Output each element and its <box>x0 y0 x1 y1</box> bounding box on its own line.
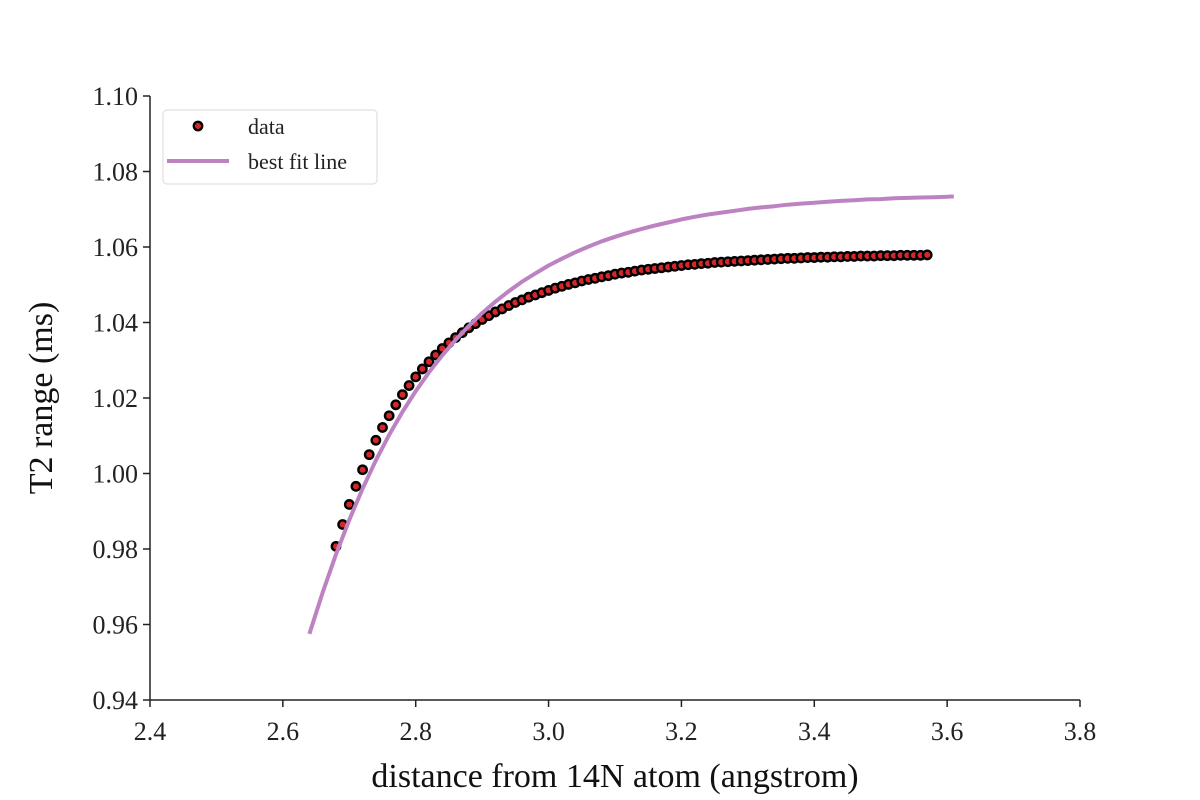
y-tick-label: 0.94 <box>93 686 139 715</box>
y-tick-label: 1.06 <box>93 233 139 262</box>
legend-label-fit: best fit line <box>248 149 347 174</box>
data-point <box>410 371 422 383</box>
data-point <box>363 449 375 461</box>
x-tick-label: 3.8 <box>1064 717 1097 746</box>
data-point <box>390 399 402 411</box>
y-tick-label: 1.04 <box>93 309 139 338</box>
data-point <box>921 249 933 261</box>
x-tick-label: 3.6 <box>931 717 964 746</box>
data-point <box>350 480 362 492</box>
data-point <box>343 499 355 510</box>
x-tick-label: 3.0 <box>532 717 565 746</box>
x-tick-label: 2.6 <box>267 717 300 746</box>
data-point <box>370 434 382 446</box>
data-point <box>377 422 388 433</box>
data-point <box>416 363 428 375</box>
plot-area <box>307 194 954 635</box>
legend: data best fit line <box>162 109 378 185</box>
legend-label-data: data <box>248 114 285 139</box>
best-fit-line <box>307 194 954 635</box>
y-axis-title: T2 range (ms) <box>23 302 60 495</box>
data-point <box>423 356 435 368</box>
y-tick-label: 1.00 <box>93 460 139 489</box>
data-point <box>403 380 415 391</box>
x-tick-label: 3.2 <box>665 717 698 746</box>
x-tick-label: 3.4 <box>798 717 831 746</box>
y-tick-label: 1.08 <box>93 158 139 187</box>
data-point <box>357 464 368 476</box>
data-point <box>397 389 408 401</box>
axes: 2.4 2.6 2.8 3.0 3.2 3.4 3.6 3.8 0.94 0.96 0.98 1.00… <box>93 82 1097 746</box>
y-tick-label: 1.02 <box>93 384 139 413</box>
data-point <box>430 349 442 361</box>
x-tick-label: 2.8 <box>399 717 432 746</box>
legend-box <box>162 109 378 185</box>
x-tick-label: 2.4 <box>134 717 167 746</box>
y-tick-label: 0.96 <box>93 611 139 640</box>
x-axis-title: distance from 14N atom (angstrom) <box>371 758 858 795</box>
data-point <box>383 410 395 422</box>
legend-marker-data <box>192 120 204 132</box>
y-tick-label: 0.98 <box>93 535 139 564</box>
y-tick-label: 1.10 <box>93 82 139 111</box>
